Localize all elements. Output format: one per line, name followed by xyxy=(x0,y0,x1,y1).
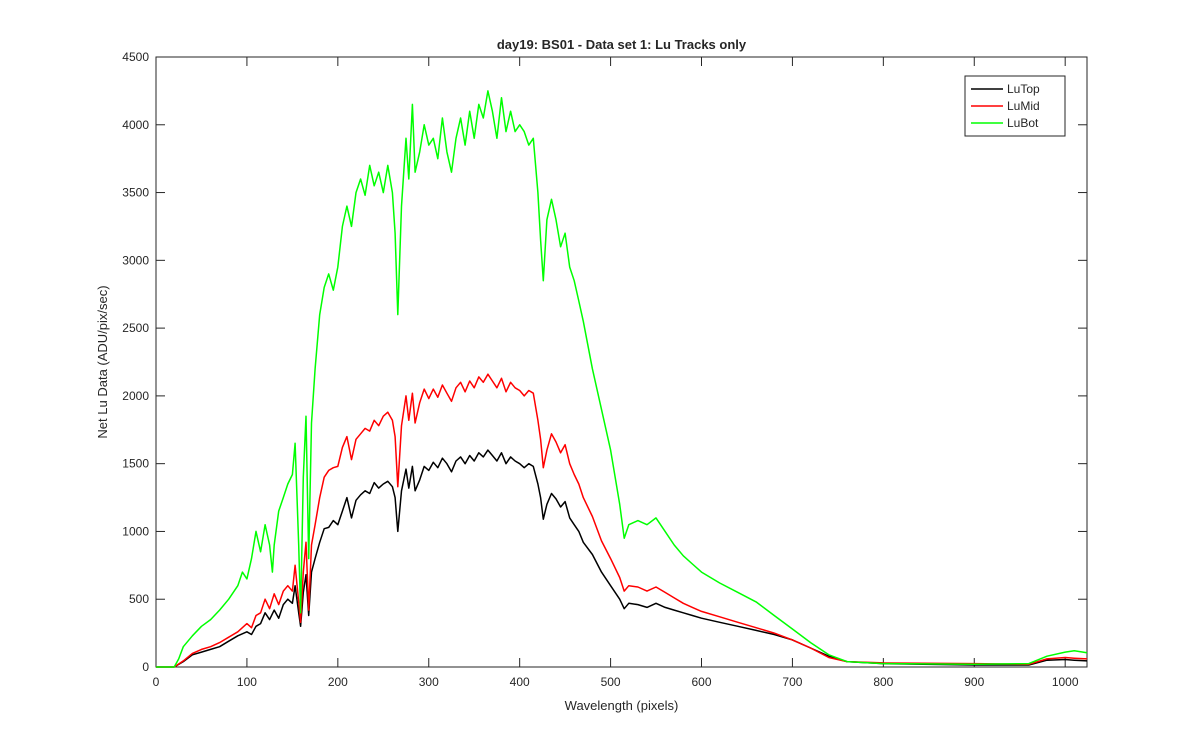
x-tick-label: 100 xyxy=(237,675,257,689)
y-tick-label: 3000 xyxy=(122,253,149,267)
series-line-lubot xyxy=(156,90,1088,668)
legend-label: LuTop xyxy=(1007,82,1040,96)
y-tick-label: 3500 xyxy=(122,186,149,200)
x-tick-label: 600 xyxy=(691,675,711,689)
legend: LuTop LuMid LuBot xyxy=(964,75,1066,137)
series-lines xyxy=(156,90,1088,668)
x-tick-label: 300 xyxy=(419,675,439,689)
legend-label: LuMid xyxy=(1007,99,1040,113)
x-tick-label: 800 xyxy=(873,675,893,689)
y-tick-label: 4500 xyxy=(122,50,149,64)
x-tick-label: 200 xyxy=(328,675,348,689)
x-tick-label: 1000 xyxy=(1052,675,1079,689)
x-tick-label: 0 xyxy=(153,675,160,689)
y-tick-label: 2500 xyxy=(122,321,149,335)
x-axis-label: Wavelength (pixels) xyxy=(565,698,679,713)
y-tick-label: 1000 xyxy=(122,524,149,538)
y-tick-label: 500 xyxy=(129,592,149,606)
series-line-lumid xyxy=(156,373,1088,668)
chart-title: day19: BS01 - Data set 1: Lu Tracks only xyxy=(497,37,747,52)
y-axis-label: Net Lu Data (ADU/pix/sec) xyxy=(95,285,110,438)
series-line-lutop xyxy=(156,449,1088,668)
y-tick-label: 0 xyxy=(142,660,149,674)
x-tick-label: 900 xyxy=(964,675,984,689)
y-tick-label: 4000 xyxy=(122,118,149,132)
legend-label: LuBot xyxy=(1007,116,1039,130)
x-tick-label: 700 xyxy=(782,675,802,689)
y-tick-label: 1500 xyxy=(122,457,149,471)
axis-ticks: 0 100 200 300 400 500 600 700 800 900 1000 0 500 1000… xyxy=(122,50,1087,689)
x-tick-label: 500 xyxy=(601,675,621,689)
y-tick-label: 2000 xyxy=(122,389,149,403)
x-tick-label: 400 xyxy=(510,675,530,689)
